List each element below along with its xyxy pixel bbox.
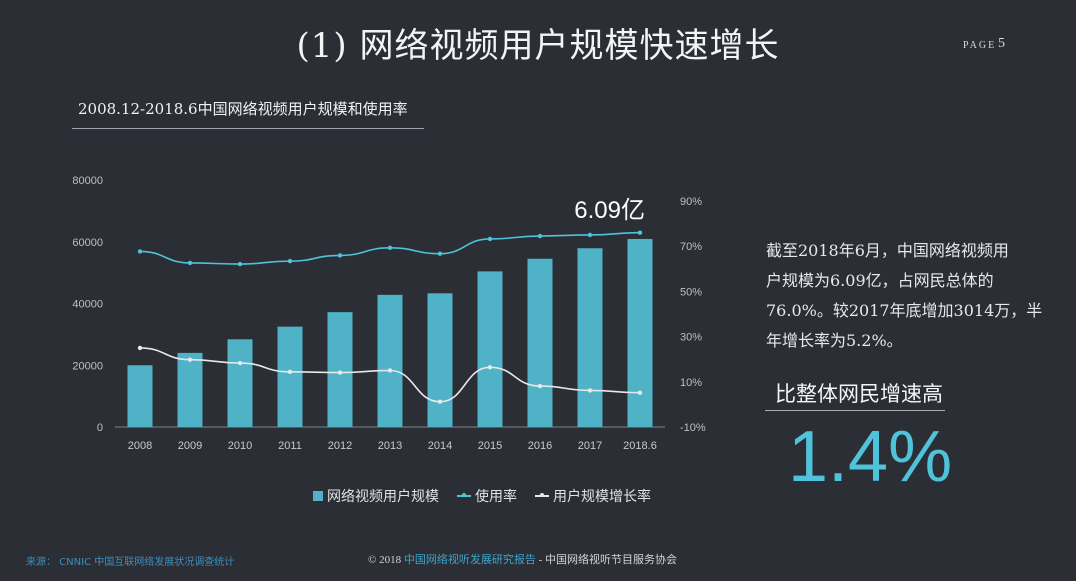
usage-rate-point — [637, 230, 643, 235]
usage-rate-point — [537, 233, 543, 239]
y-tick-label: 80000 — [72, 175, 103, 187]
side-text-line: 截至2018年6月，中国网络视频用 — [766, 241, 1009, 260]
y2-tick-label: 50% — [680, 286, 702, 298]
y2-tick-label: 90% — [680, 196, 702, 208]
usage-rate-point — [487, 236, 493, 242]
usage-rate-point — [587, 232, 593, 238]
y-tick-label: 0 — [97, 422, 103, 434]
compare-underline — [765, 410, 945, 411]
legend-item-usage-rate: 使用率 — [457, 486, 517, 506]
x-tick-label: 2011 — [278, 440, 302, 452]
y-tick-label: 60000 — [72, 237, 103, 249]
legend-swatch-growth-line — [535, 493, 549, 497]
growth-rate-line — [139, 347, 641, 403]
growth-rate-point — [187, 357, 193, 362]
x-tick-label: 2017 — [578, 440, 602, 452]
x-tick-label: 2013 — [378, 440, 402, 452]
legend-label-users: 网络视频用户规模 — [327, 489, 439, 505]
bar — [127, 365, 153, 427]
x-tick-label: 2012 — [328, 440, 352, 452]
footer-prefix: © 2018 — [368, 554, 404, 566]
footer-suffix: - 中国网络视听节目服务协会 — [535, 554, 678, 566]
bar — [277, 326, 303, 427]
callout-label: 6.09亿 — [574, 197, 645, 224]
page-label: PAGE — [963, 40, 997, 51]
usage-rate-point — [287, 258, 293, 264]
side-text-line: 户规模为6.09亿，占网民总体的 — [766, 271, 994, 290]
growth-rate-point — [337, 370, 343, 375]
bar — [177, 352, 203, 427]
legend-item-growth-rate: 用户规模增长率 — [535, 486, 651, 506]
x-tick-label: 2016 — [528, 440, 552, 452]
growth-rate-point — [537, 383, 543, 389]
legend-swatch-usage-line — [457, 493, 471, 497]
side-text-line: 年增长率为5.2%。 — [766, 331, 903, 350]
bar — [227, 339, 253, 427]
side-description: 截至2018年6月，中国网络视频用 户规模为6.09亿，占网民总体的 76.0%… — [766, 236, 1046, 356]
usage-rate-point — [387, 245, 393, 250]
page-number: 5 — [998, 36, 1005, 51]
usage-rate-point — [137, 249, 143, 254]
x-tick-label: 2014 — [428, 440, 452, 452]
bar — [577, 248, 603, 427]
x-tick-label: 2008 — [128, 440, 152, 452]
source-note: 来源： CNNIC 中国互联网络发展状况调查统计 — [26, 557, 235, 568]
compare-label: 比整体网民增速高 — [775, 383, 943, 406]
chart-legend: 网络视频用户规模 使用率 用户规模增长率 — [313, 486, 651, 506]
bar — [377, 294, 403, 427]
growth-rate-point — [437, 399, 443, 404]
legend-label-usage-rate: 使用率 — [475, 489, 517, 505]
y-tick-label: 20000 — [72, 360, 103, 372]
y2-tick-label: -10% — [680, 422, 706, 434]
growth-rate-point — [287, 369, 293, 375]
usage-rate-point — [237, 261, 243, 267]
bar — [627, 238, 653, 427]
x-tick-label: 2009 — [178, 440, 202, 452]
usage-rate-point — [337, 253, 343, 258]
x-tick-label: 2018.6 — [623, 440, 657, 452]
growth-rate-point — [137, 345, 143, 351]
growth-rate-point — [587, 388, 593, 393]
growth-rate-point — [637, 390, 643, 395]
page-title: (1) 网络视频用户规模快速增长 — [296, 26, 780, 66]
bar — [327, 312, 353, 427]
usage-rate-point — [437, 251, 443, 256]
y-tick-label: 40000 — [72, 299, 103, 311]
x-tick-label: 2015 — [478, 440, 502, 452]
y2-tick-label: 70% — [680, 241, 702, 253]
big-number: 1.4% — [788, 417, 953, 497]
usage-rate-point — [187, 260, 193, 266]
y2-tick-label: 10% — [680, 377, 702, 389]
growth-rate-point — [487, 365, 493, 370]
bar — [427, 293, 453, 427]
growth-rate-point — [387, 368, 393, 373]
legend-label-growth-rate: 用户规模增长率 — [553, 489, 651, 505]
chart-title: 2008.12-2018.6中国网络视频用户规模和使用率 — [78, 100, 408, 118]
y2-tick-label: 30% — [680, 332, 702, 344]
side-text-line: 76.0%。较2017年底增加3014万，半 — [766, 301, 1043, 320]
legend-swatch-bar — [313, 491, 323, 501]
x-tick-label: 2010 — [228, 440, 252, 452]
footer-report-link[interactable]: 中国网络视听发展研究报告 — [403, 554, 536, 566]
bar — [477, 271, 503, 427]
growth-rate-point — [237, 360, 243, 366]
legend-item-users: 网络视频用户规模 — [313, 486, 439, 506]
chart-title-underline — [72, 128, 424, 129]
bar — [527, 258, 553, 427]
footer: © 2018 中国网络视听发展研究报告 - 中国网络视听节目服务协会 — [368, 551, 677, 567]
